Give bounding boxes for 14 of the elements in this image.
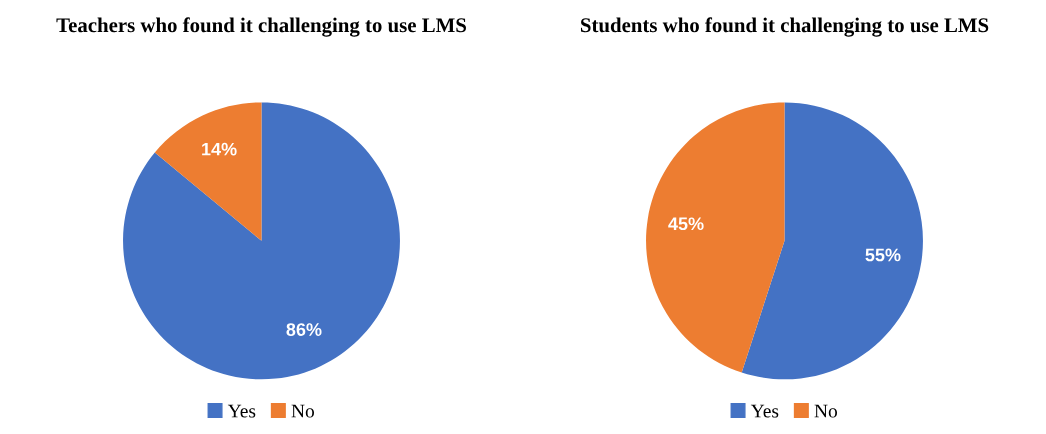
- data-label: 55%: [865, 248, 901, 262]
- data-label: 86%: [286, 323, 322, 336]
- data-label: 45%: [668, 217, 704, 231]
- chart-title: Students who found it challenging to use LMS: [581, 17, 989, 37]
- legend-label: Yes: [750, 404, 779, 418]
- legend-label: No: [291, 404, 315, 418]
- pie-slice: [123, 102, 400, 380]
- legend-label: No: [814, 404, 838, 418]
- legend-label: Yes: [227, 404, 256, 418]
- chart-title: Teachers who found it challenging to use LMS: [56, 17, 466, 37]
- pie-slice: [154, 102, 262, 241]
- pie-slice: [741, 102, 923, 380]
- pie-slice: [646, 102, 785, 373]
- data-label: 14%: [202, 142, 237, 156]
